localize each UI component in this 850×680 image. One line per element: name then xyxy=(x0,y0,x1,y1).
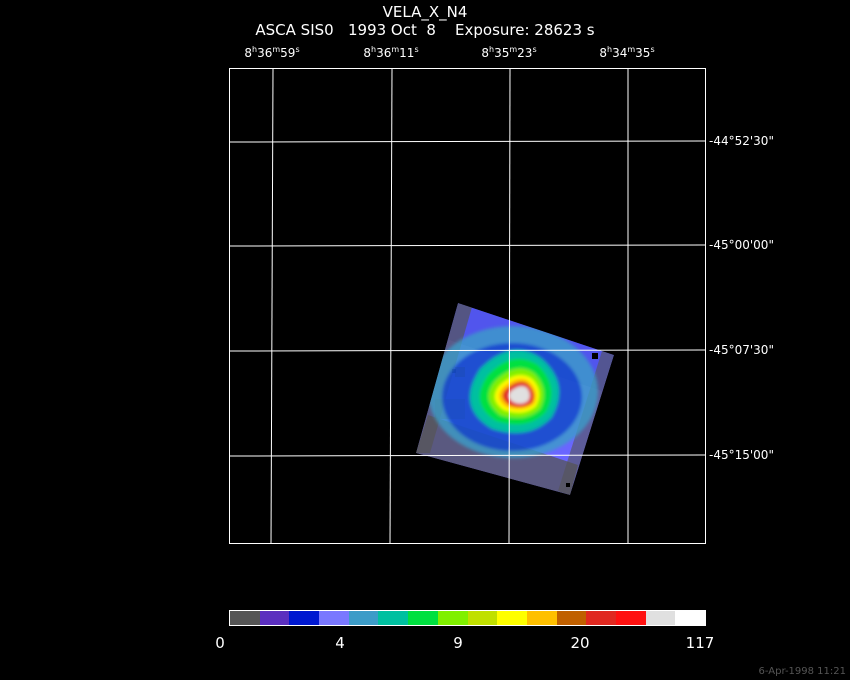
color-swatch xyxy=(408,611,438,625)
ra-grid-line xyxy=(508,69,511,543)
sky-image-panel[interactable] xyxy=(229,68,706,544)
dec-tick-label: -45°15'00" xyxy=(709,448,774,462)
color-swatch xyxy=(259,611,290,625)
color-swatch xyxy=(556,611,587,625)
colorbar-label: 0 xyxy=(215,634,225,652)
detector-field xyxy=(416,303,614,495)
sky-image xyxy=(230,69,705,543)
dec-grid-line xyxy=(230,140,705,143)
dec-grid-line xyxy=(230,244,705,247)
image-title: VELA_X_N4 xyxy=(382,3,468,21)
color-swatch xyxy=(437,611,468,625)
dec-grid-line xyxy=(230,349,705,352)
colorbar-label: 20 xyxy=(570,634,590,652)
contour-peak xyxy=(508,386,530,404)
color-swatch xyxy=(348,611,379,625)
color-swatch xyxy=(615,611,646,625)
ra-tick-label: 8h36m11s xyxy=(363,45,419,61)
color-swatch xyxy=(526,611,557,625)
color-swatch xyxy=(645,611,676,625)
color-swatch xyxy=(319,611,349,625)
dec-grid-line xyxy=(230,454,705,457)
color-swatch xyxy=(378,611,409,625)
color-scale-bar xyxy=(229,610,706,626)
color-swatch xyxy=(675,611,705,625)
color-swatch xyxy=(230,611,260,625)
ra-tick-label: 8h34m35s xyxy=(599,45,655,61)
colorbar-label: 117 xyxy=(685,634,715,652)
dec-tick-label: -45°00'00" xyxy=(709,238,774,252)
coordinate-grid xyxy=(230,69,705,543)
color-swatch xyxy=(497,611,527,625)
ra-tick-label: 8h35m23s xyxy=(481,45,537,61)
dec-tick-label: -44°52'30" xyxy=(709,134,774,148)
dec-tick-label: -45°07'30" xyxy=(709,343,774,357)
ra-grid-line xyxy=(389,69,393,543)
colorbar-label: 9 xyxy=(453,634,463,652)
colorbar-label: 4 xyxy=(335,634,345,652)
ra-tick-label: 8h36m59s xyxy=(244,45,300,61)
color-swatch xyxy=(467,611,498,625)
color-swatch xyxy=(586,611,616,625)
observation-info: ASCA SIS0 1993 Oct 8 Exposure: 28623 s xyxy=(255,21,595,39)
color-swatch xyxy=(289,611,320,625)
timestamp: 6-Apr-1998 11:21 xyxy=(758,666,846,677)
ra-grid-line xyxy=(270,69,274,543)
